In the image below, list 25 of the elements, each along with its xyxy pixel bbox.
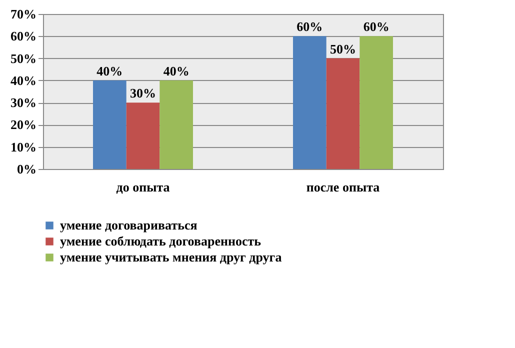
data-label: 60%: [363, 19, 390, 34]
bar: [293, 36, 326, 169]
bar: [93, 80, 126, 169]
bar: [360, 36, 393, 169]
bar: [160, 80, 193, 169]
data-label: 60%: [296, 19, 323, 34]
legend-label: умение договариваться: [60, 218, 198, 232]
y-tick-label: 50%: [10, 50, 36, 66]
legend-label: умение учитывать мнения друг друга: [60, 250, 282, 264]
bar: [126, 102, 160, 169]
legend-label: умение соблюдать договаренность: [60, 234, 262, 248]
y-tick-label: 70%: [10, 6, 36, 22]
data-label: 40%: [163, 63, 190, 78]
y-tick-label: 0%: [17, 162, 36, 176]
x-tick-label: до опыта: [116, 180, 170, 194]
data-label: 30%: [130, 86, 156, 101]
y-tick-label: 20%: [10, 117, 36, 132]
y-tick-label: 30%: [10, 95, 36, 110]
x-tick-label: после опыта: [306, 180, 380, 194]
data-label: 40%: [96, 63, 123, 78]
y-tick-label: 60%: [10, 28, 36, 44]
y-tick-label: 10%: [10, 139, 36, 154]
data-label: 50%: [330, 41, 356, 56]
y-tick-label: 40%: [10, 72, 36, 88]
bar: [326, 58, 360, 169]
